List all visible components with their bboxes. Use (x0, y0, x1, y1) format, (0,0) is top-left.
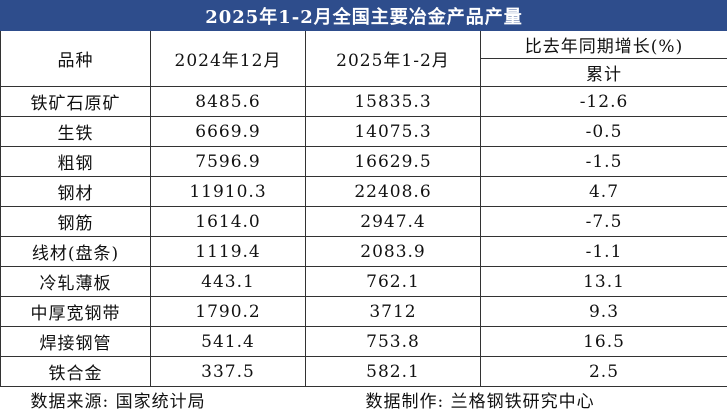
table-cell: 6669.9 (150, 116, 306, 147)
table-row: 粗钢 7596.9 16629.5 -1.5 (0, 146, 727, 177)
table-title: 2025年1-2月全国主要冶金产品产量 (0, 0, 727, 31)
product-name: 中厚宽钢带 (0, 296, 151, 327)
table-cell: 762.1 (305, 266, 481, 297)
column-header: 2025年1-2月 (305, 30, 481, 87)
footer-text: 数据制作: 兰格钢铁研究中心 (305, 386, 727, 412)
product-name: 粗钢 (0, 146, 151, 177)
footer-text: 数据来源: 国家统计局 (0, 386, 306, 412)
footer-row: 数据来源: 国家统计局 数据制作: 兰格钢铁研究中心 (0, 386, 727, 412)
table-cell: 14075.3 (305, 116, 481, 147)
table-cell: 16629.5 (305, 146, 481, 177)
product-name: 生铁 (0, 116, 151, 147)
table-cell: 22408.6 (305, 176, 481, 207)
table-row: 冷轧薄板 443.1 762.1 13.1 (0, 266, 727, 297)
table-cell: 1790.2 (150, 296, 306, 327)
product-name: 钢材 (0, 176, 151, 207)
table-cell: -7.5 (480, 206, 727, 237)
table-row: 铁合金 337.5 582.1 2.5 (0, 356, 727, 387)
product-name: 焊接钢管 (0, 326, 151, 357)
table-cell: 753.8 (305, 326, 481, 357)
table-cell: 1119.4 (150, 236, 306, 267)
table-cell: 7596.9 (150, 146, 306, 177)
table-row: 钢材 11910.3 22408.6 4.7 (0, 176, 727, 207)
table-cell: -12.6 (480, 86, 727, 117)
table-cell: 541.4 (150, 326, 306, 357)
table-cell: -0.5 (480, 116, 727, 147)
table-row: 焊接钢管 541.4 753.8 16.5 (0, 326, 727, 357)
product-name: 线材(盘条) (0, 236, 151, 267)
table-cell: 9.3 (480, 296, 727, 327)
table-row: 铁矿石原矿 8485.6 15835.3 -12.6 (0, 86, 727, 117)
table-row: 生铁 6669.9 14075.3 -0.5 (0, 116, 727, 147)
column-header: 2024年12月 (150, 30, 306, 87)
table-cell: 11910.3 (150, 176, 306, 207)
table-cell: 4.7 (480, 176, 727, 207)
table-cell: 2947.4 (305, 206, 481, 237)
product-name: 钢筋 (0, 206, 151, 237)
column-header: 品种 (0, 30, 151, 87)
table-cell: 582.1 (305, 356, 481, 387)
table-cell: -1.1 (480, 236, 727, 267)
table-cell: 15835.3 (305, 86, 481, 117)
table-cell: 13.1 (480, 266, 727, 297)
sub-column-header: 累计 (480, 58, 727, 87)
product-name: 铁合金 (0, 356, 151, 387)
table-cell: 337.5 (150, 356, 306, 387)
table-cell: 2083.9 (305, 236, 481, 267)
table-row: 中厚宽钢带 1790.2 3712 9.3 (0, 296, 727, 327)
table-cell: 3712 (305, 296, 481, 327)
table-cell: -1.5 (480, 146, 727, 177)
table-cell: 2.5 (480, 356, 727, 387)
table-cell: 8485.6 (150, 86, 306, 117)
table-cell: 1614.0 (150, 206, 306, 237)
table-row: 线材(盘条) 1119.4 2083.9 -1.1 (0, 236, 727, 267)
table-row: 钢筋 1614.0 2947.4 -7.5 (0, 206, 727, 237)
product-name: 冷轧薄板 (0, 266, 151, 297)
column-header: 比去年同期增长(%) (480, 30, 727, 59)
table-cell: 16.5 (480, 326, 727, 357)
product-name: 铁矿石原矿 (0, 86, 151, 117)
table-cell: 443.1 (150, 266, 306, 297)
